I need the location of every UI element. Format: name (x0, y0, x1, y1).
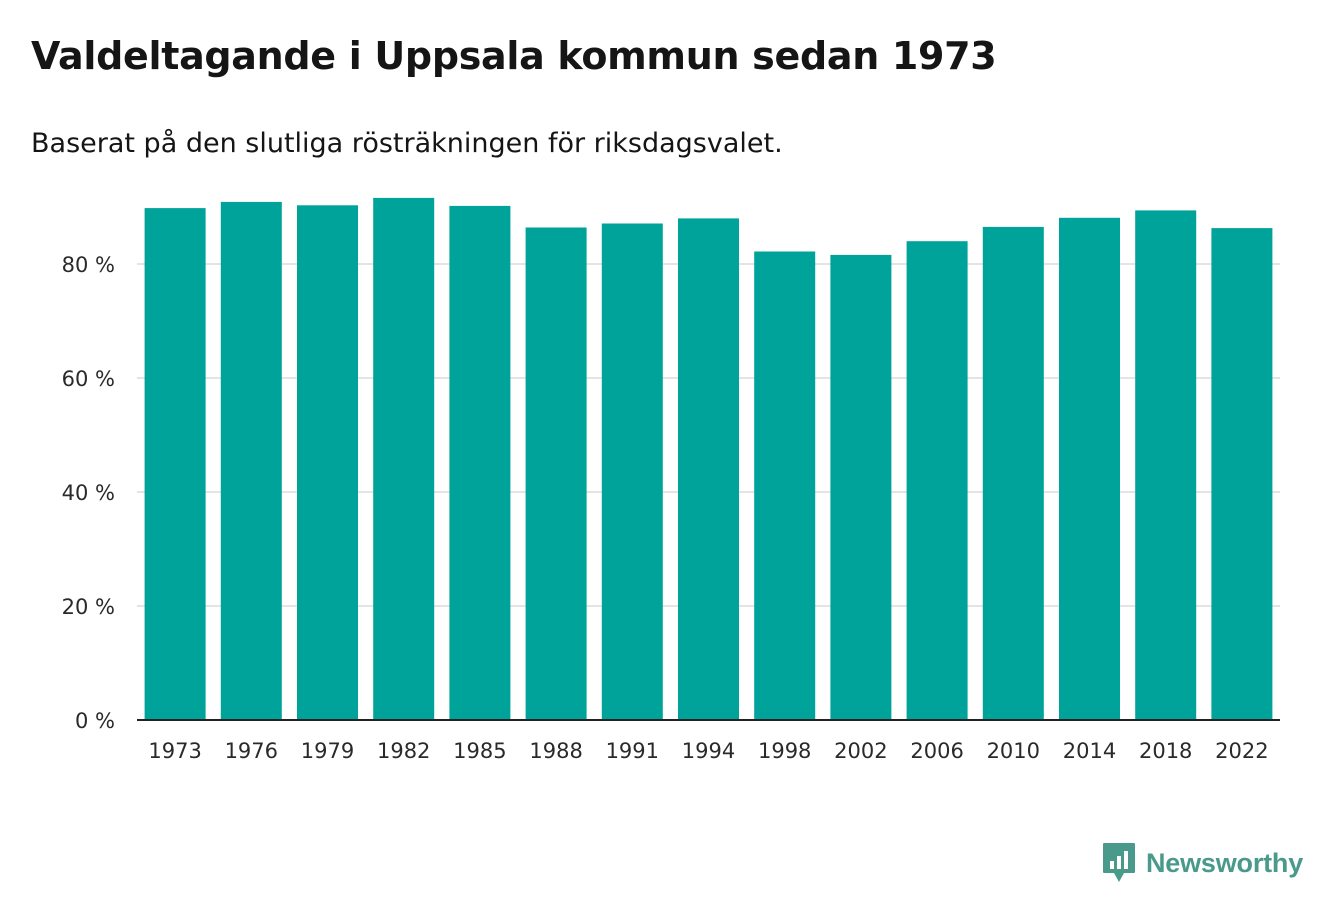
x-tick-label: 1982 (377, 739, 430, 763)
x-tick-label: 1976 (225, 739, 278, 763)
x-tick-label: 1979 (301, 739, 354, 763)
bar-2002[interactable] (830, 254, 892, 720)
bar-2014[interactable] (1059, 217, 1120, 721)
x-tick-label: 2010 (987, 739, 1040, 763)
y-tick-label: 60 % (62, 367, 115, 391)
bar-1973[interactable] (144, 208, 206, 720)
bar-1982[interactable] (373, 197, 435, 720)
x-tick-label: 1994 (682, 739, 735, 763)
bar-1994[interactable] (678, 218, 739, 720)
newsworthy-logo-icon (1103, 843, 1135, 882)
x-tick-label: 2006 (910, 739, 963, 763)
bar-2018[interactable] (1135, 210, 1197, 720)
bar-2022[interactable] (1211, 228, 1273, 720)
y-tick-label: 40 % (62, 481, 115, 505)
bar-2006[interactable] (906, 241, 968, 720)
bar-1998[interactable] (754, 251, 816, 721)
x-tick-label: 1998 (758, 739, 811, 763)
x-axis-tick-labels: 1973 1976 1979 1982 1985 1988 1991 1994 1998 2002… (148, 739, 1268, 763)
bars (144, 197, 1273, 721)
y-axis-tick-labels: 0 % 20 % 40 % 60 % 80 % (62, 253, 115, 733)
bar-2010[interactable] (982, 226, 1044, 720)
bar-1991[interactable] (601, 223, 663, 721)
y-tick-label: 0 % (75, 709, 115, 733)
x-tick-label: 1988 (529, 739, 582, 763)
y-tick-label: 80 % (62, 253, 115, 277)
x-tick-label: 2018 (1139, 739, 1192, 763)
x-tick-label: 1973 (148, 739, 201, 763)
x-tick-label: 2014 (1063, 739, 1116, 763)
x-tick-label: 2022 (1215, 739, 1268, 763)
x-tick-label: 1991 (606, 739, 659, 763)
x-tick-label: 2002 (834, 739, 887, 763)
bar-1985[interactable] (449, 205, 511, 720)
chart-subtitle: Baserat på den slutliga rösträkningen fö… (31, 128, 783, 159)
x-tick-label: 1985 (453, 739, 506, 763)
brand-name: Newsworthy (1146, 847, 1304, 878)
chart-title: Valdeltagande i Uppsala kommun sedan 197… (31, 34, 997, 78)
bar-1988[interactable] (525, 227, 587, 721)
bar-1976[interactable] (220, 201, 282, 720)
y-tick-label: 20 % (62, 595, 115, 619)
bar-1979[interactable] (297, 205, 358, 721)
brand-logo[interactable]: Newsworthy (1102, 842, 1303, 884)
